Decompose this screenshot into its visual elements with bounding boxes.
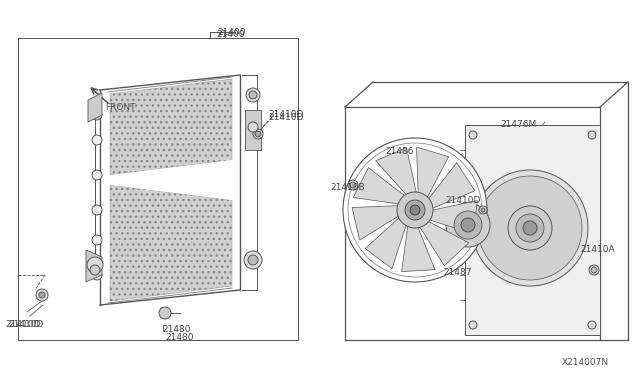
Polygon shape bbox=[417, 147, 449, 197]
Text: 21480: 21480 bbox=[162, 325, 191, 334]
Circle shape bbox=[397, 192, 433, 228]
Circle shape bbox=[508, 206, 552, 250]
Circle shape bbox=[481, 208, 485, 212]
Polygon shape bbox=[88, 93, 102, 122]
Polygon shape bbox=[110, 185, 232, 301]
Circle shape bbox=[39, 292, 45, 298]
Circle shape bbox=[90, 265, 100, 275]
Circle shape bbox=[92, 270, 102, 280]
Circle shape bbox=[405, 200, 425, 220]
Polygon shape bbox=[352, 206, 398, 240]
Circle shape bbox=[454, 211, 482, 239]
Polygon shape bbox=[420, 222, 468, 266]
Circle shape bbox=[248, 255, 258, 265]
Circle shape bbox=[410, 205, 420, 215]
Circle shape bbox=[92, 135, 102, 145]
Circle shape bbox=[588, 321, 596, 329]
Polygon shape bbox=[376, 148, 416, 195]
Circle shape bbox=[343, 138, 487, 282]
Circle shape bbox=[469, 131, 477, 139]
Circle shape bbox=[255, 131, 261, 137]
Circle shape bbox=[249, 91, 257, 99]
Circle shape bbox=[461, 218, 475, 232]
Text: 21410D: 21410D bbox=[5, 320, 40, 329]
Circle shape bbox=[253, 129, 263, 139]
Circle shape bbox=[516, 214, 544, 242]
Circle shape bbox=[248, 122, 258, 132]
Text: 21410D: 21410D bbox=[8, 320, 44, 329]
Polygon shape bbox=[110, 79, 232, 175]
Circle shape bbox=[92, 205, 102, 215]
Text: FRONT: FRONT bbox=[105, 103, 136, 112]
Circle shape bbox=[244, 251, 262, 269]
Text: 21410D: 21410D bbox=[445, 196, 481, 205]
Circle shape bbox=[92, 235, 102, 245]
Circle shape bbox=[159, 307, 171, 319]
Circle shape bbox=[348, 143, 482, 277]
Circle shape bbox=[87, 257, 103, 273]
Text: 21400: 21400 bbox=[216, 30, 244, 39]
Circle shape bbox=[36, 289, 48, 301]
Polygon shape bbox=[430, 201, 477, 234]
Polygon shape bbox=[365, 218, 406, 269]
Circle shape bbox=[246, 88, 260, 102]
Polygon shape bbox=[353, 168, 404, 204]
Text: X214007N: X214007N bbox=[562, 358, 609, 367]
Circle shape bbox=[591, 267, 597, 273]
Circle shape bbox=[469, 321, 477, 329]
Polygon shape bbox=[245, 110, 261, 150]
Circle shape bbox=[350, 182, 356, 188]
Circle shape bbox=[479, 206, 487, 214]
Circle shape bbox=[478, 176, 582, 280]
Circle shape bbox=[446, 203, 490, 247]
Text: 21480: 21480 bbox=[165, 333, 193, 342]
Circle shape bbox=[348, 180, 358, 190]
Text: 21410D: 21410D bbox=[268, 110, 303, 119]
Circle shape bbox=[588, 131, 596, 139]
Text: 21476M: 21476M bbox=[500, 120, 536, 129]
Circle shape bbox=[472, 170, 588, 286]
Polygon shape bbox=[86, 250, 102, 282]
Text: 21410A: 21410A bbox=[580, 245, 614, 254]
Polygon shape bbox=[429, 163, 475, 208]
Text: 21410B: 21410B bbox=[330, 183, 365, 192]
Circle shape bbox=[92, 110, 102, 120]
Circle shape bbox=[92, 170, 102, 180]
Polygon shape bbox=[110, 160, 232, 200]
Polygon shape bbox=[465, 125, 600, 335]
Text: 21400: 21400 bbox=[217, 28, 246, 37]
Circle shape bbox=[523, 221, 537, 235]
Polygon shape bbox=[402, 227, 435, 272]
Text: 21410D: 21410D bbox=[268, 113, 303, 122]
Text: 21487: 21487 bbox=[443, 268, 472, 277]
Circle shape bbox=[589, 265, 599, 275]
Text: 21486: 21486 bbox=[385, 147, 413, 156]
